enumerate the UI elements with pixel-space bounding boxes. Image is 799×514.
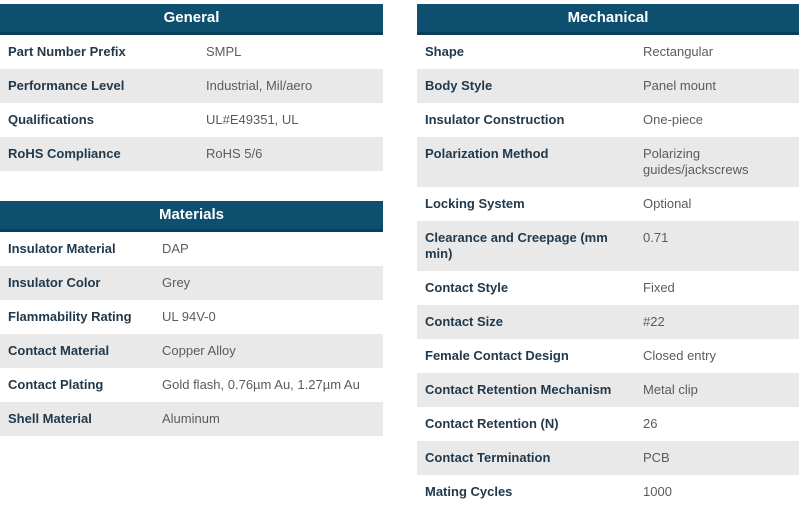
mechanical-table-title: Mechanical	[417, 4, 799, 35]
spec-row-qualifications: Qualifications UL#E49351, UL	[0, 103, 383, 137]
spec-value: UL 94V-0	[162, 309, 216, 324]
spec-label: Part Number Prefix	[8, 44, 126, 59]
spec-value: Gold flash, 0.76µm Au, 1.27µm Au	[162, 377, 360, 392]
spec-value: SMPL	[206, 44, 242, 59]
spec-row-locking-system: Locking System Optional	[417, 187, 799, 221]
spec-row-contact-plating: Contact Plating Gold flash, 0.76µm Au, 1…	[0, 368, 383, 402]
spec-label: Mating Cycles	[425, 484, 513, 499]
spec-value: Closed entry	[643, 348, 716, 363]
materials-table: Materials Insulator Material DAP Insulat…	[0, 201, 383, 436]
spec-label: RoHS Compliance	[8, 146, 121, 161]
spec-row-shell-material: Shell Material Aluminum	[0, 402, 383, 436]
spec-row-flammability-rating: Flammability Rating UL 94V-0	[0, 300, 383, 334]
spec-value: 1000	[643, 484, 672, 499]
spec-value: Metal clip	[643, 382, 698, 397]
spec-value: Optional	[643, 196, 692, 211]
spec-label: Polarization Method	[425, 146, 549, 161]
spec-label: Contact Retention Mechanism	[425, 382, 612, 397]
spec-label: Insulator Construction	[425, 112, 565, 127]
spec-row-polarization-method: Polarization Method Polarizing guides/ja…	[417, 137, 799, 187]
spec-label: Shell Material	[8, 411, 92, 426]
spec-value: Grey	[162, 275, 191, 290]
spec-value: Rectangular	[643, 44, 714, 59]
right-column: Mechanical Shape Rectangular Body Style …	[417, 4, 799, 509]
spec-label: Contact Size	[425, 314, 504, 329]
spec-value: UL#E49351, UL	[206, 112, 299, 127]
spec-value: 26	[643, 416, 658, 431]
general-table-rows: Part Number Prefix SMPL Performance Leve…	[0, 35, 383, 171]
spec-row-rohs-compliance: RoHS Compliance RoHS 5/6	[0, 137, 383, 171]
spec-label: Contact Style	[425, 280, 509, 295]
spec-label: Contact Termination	[425, 450, 551, 465]
spec-row-contact-material: Contact Material Copper Alloy	[0, 334, 383, 368]
spec-label: Qualifications	[8, 112, 94, 127]
spec-row-contact-style: Contact Style Fixed	[417, 271, 799, 305]
spec-row-insulator-color: Insulator Color Grey	[0, 266, 383, 300]
spec-label: Performance Level	[8, 78, 125, 93]
spec-label: Locking System	[425, 196, 525, 211]
spec-value: One-piece	[643, 112, 703, 127]
spec-label: Contact Retention (N)	[425, 416, 559, 431]
spec-value: Copper Alloy	[162, 343, 236, 358]
spec-row-insulator-material: Insulator Material DAP	[0, 232, 383, 266]
spec-value: 0.71	[643, 230, 669, 245]
spec-row-shape: Shape Rectangular	[417, 35, 799, 69]
spec-label: Contact Plating	[8, 377, 104, 392]
spec-row-contact-retention-n: Contact Retention (N) 26	[417, 407, 799, 441]
materials-table-rows: Insulator Material DAP Insulator Color G…	[0, 232, 383, 436]
spec-label: Clearance and Creepage (mm min)	[425, 230, 608, 261]
spec-row-contact-size: Contact Size #22	[417, 305, 799, 339]
materials-table-title: Materials	[0, 201, 383, 232]
spec-row-clearance-creepage: Clearance and Creepage (mm min) 0.71	[417, 221, 799, 271]
spec-value: Aluminum	[162, 411, 220, 426]
spec-value: Polarizing guides/jackscrews	[643, 146, 749, 177]
general-table: General Part Number Prefix SMPL Performa…	[0, 4, 383, 171]
spec-value: PCB	[643, 450, 670, 465]
spec-value: Industrial, Mil/aero	[206, 78, 313, 93]
left-column: General Part Number Prefix SMPL Performa…	[0, 4, 383, 509]
spec-row-performance-level: Performance Level Industrial, Mil/aero	[0, 69, 383, 103]
spec-value: Fixed	[643, 280, 675, 295]
spec-value: Panel mount	[643, 78, 716, 93]
spec-row-female-contact-design: Female Contact Design Closed entry	[417, 339, 799, 373]
spec-value: #22	[643, 314, 665, 329]
general-table-title: General	[0, 4, 383, 35]
spec-label: Contact Material	[8, 343, 110, 358]
spec-label: Insulator Material	[8, 241, 116, 256]
spec-value: DAP	[162, 241, 189, 256]
spec-label: Shape	[425, 44, 465, 59]
spec-row-part-number-prefix: Part Number Prefix SMPL	[0, 35, 383, 69]
spec-label: Insulator Color	[8, 275, 101, 290]
spec-label: Flammability Rating	[8, 309, 132, 324]
spec-row-contact-termination: Contact Termination PCB	[417, 441, 799, 475]
spec-row-body-style: Body Style Panel mount	[417, 69, 799, 103]
spec-row-mating-cycles: Mating Cycles 1000	[417, 475, 799, 509]
spec-value: RoHS 5/6	[206, 146, 263, 161]
spec-label: Body Style	[425, 78, 493, 93]
mechanical-table-rows: Shape Rectangular Body Style Panel mount…	[417, 35, 799, 509]
spec-row-insulator-construction: Insulator Construction One-piece	[417, 103, 799, 137]
spec-label: Female Contact Design	[425, 348, 569, 363]
spec-row-contact-retention-mechanism: Contact Retention Mechanism Metal clip	[417, 373, 799, 407]
mechanical-table: Mechanical Shape Rectangular Body Style …	[417, 4, 799, 509]
